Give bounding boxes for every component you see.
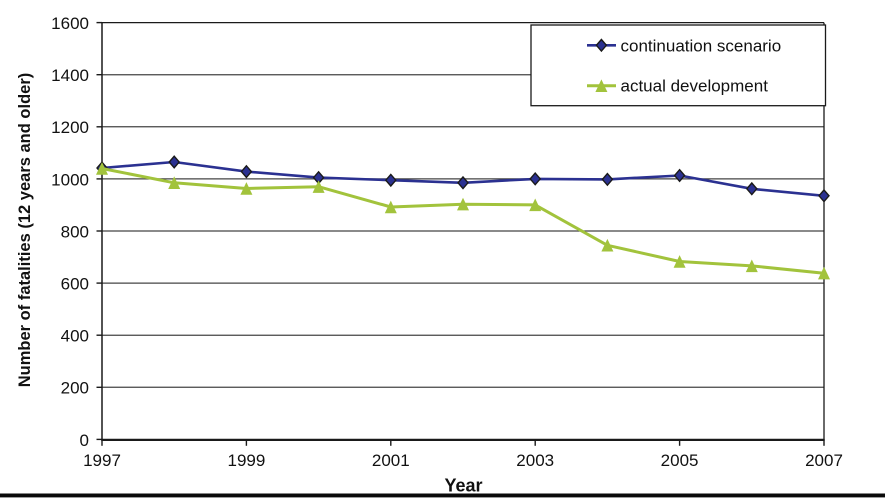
svg-text:0: 0 <box>80 431 89 450</box>
svg-text:1600: 1600 <box>51 14 89 33</box>
svg-text:800: 800 <box>61 222 89 241</box>
svg-text:200: 200 <box>61 379 89 398</box>
svg-text:2001: 2001 <box>372 451 410 470</box>
svg-text:1400: 1400 <box>51 66 89 85</box>
svg-text:400: 400 <box>61 327 89 346</box>
svg-text:2003: 2003 <box>516 451 554 470</box>
svg-text:1200: 1200 <box>51 118 89 137</box>
svg-text:2005: 2005 <box>661 451 699 470</box>
svg-text:600: 600 <box>61 275 89 294</box>
svg-text:1997: 1997 <box>83 451 121 470</box>
svg-text:Year: Year <box>444 475 482 495</box>
svg-text:actual development: actual development <box>621 77 769 96</box>
svg-text:1000: 1000 <box>51 170 89 189</box>
svg-text:1999: 1999 <box>227 451 265 470</box>
svg-text:continuation scenario: continuation scenario <box>621 36 782 55</box>
svg-text:Number of fatalities (12 years: Number of fatalities (12 years and older… <box>16 73 34 388</box>
svg-text:2007: 2007 <box>805 451 843 470</box>
